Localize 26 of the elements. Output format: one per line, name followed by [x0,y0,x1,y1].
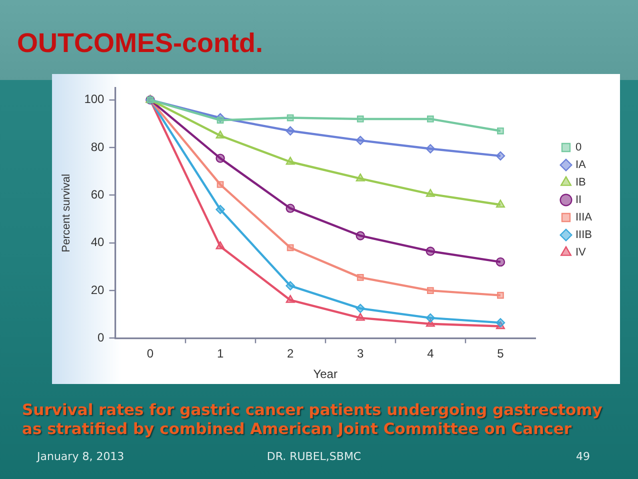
y-tick-label: 20 [90,282,105,297]
x-tick-label: 1 [216,346,224,361]
y-axis-title: Percent survival [60,174,73,252]
legend-label: II [575,194,582,206]
legend-label: IA [575,159,587,172]
legend-label: 0 [575,142,582,154]
x-tick-label: 4 [427,346,434,361]
text: Survival rates for gastric cancer patients undergoing gastrectomy as stratified by combined American Joint Committee on Cancer [22,401,604,439]
y-tick-label: 80 [90,140,105,154]
text: January 8, 2013 [37,450,124,463]
chart-title: OUTCOMES-contd. [17,28,263,59]
y-tick-label: 0 [98,330,105,345]
x-axis-title: Year [313,367,338,382]
text: 49 [576,450,590,463]
legend-label: IB [575,176,586,189]
legend-label: IIIB [575,229,592,242]
x-tick-label: 0 [146,346,154,361]
x-tick-label: 2 [286,346,294,361]
x-tick-label: 5 [497,346,504,361]
y-tick-label: 100 [84,92,105,106]
y-tick-label: 40 [90,235,105,250]
legend-label: IIIA [575,212,593,224]
legend-label: IV [575,246,587,259]
y-tick-label: 60 [90,188,105,202]
x-tick-label: 3 [357,346,364,361]
text: DR. RUBEL,SBMC [266,450,362,463]
